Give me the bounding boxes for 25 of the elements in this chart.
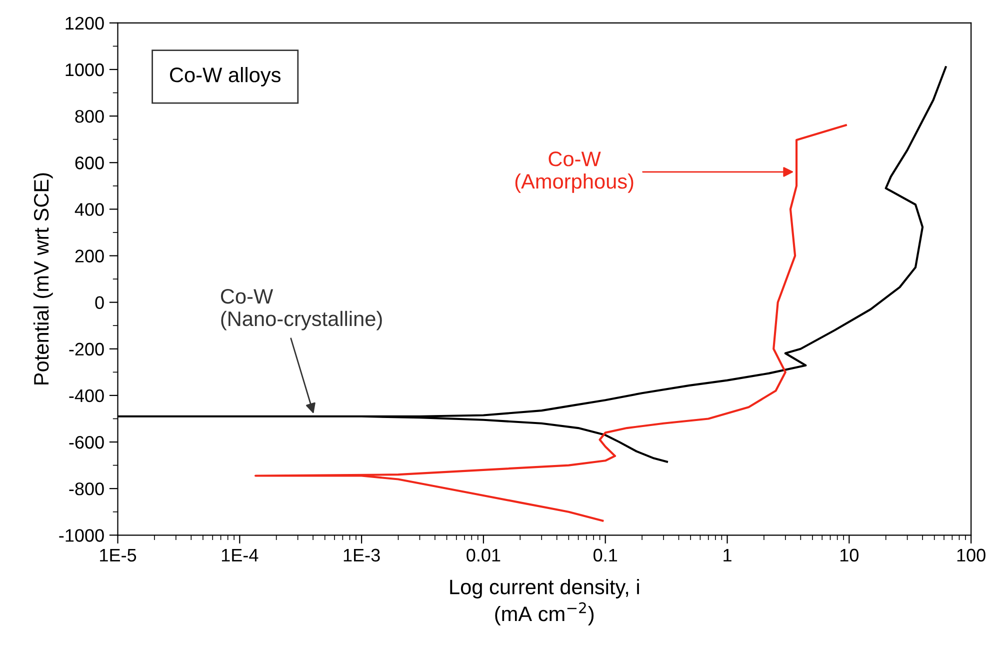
x-tick-label: 1E-4 bbox=[222, 548, 258, 562]
y-tick-label: 600 bbox=[75, 156, 104, 170]
x-tick-label: 1E-3 bbox=[344, 548, 380, 562]
y-tick-label: 200 bbox=[75, 250, 104, 262]
x-tick-label: 100 bbox=[957, 548, 986, 562]
annotation: Co-W alloys bbox=[170, 66, 280, 86]
annotation: Co-W (Nano-crystalline) bbox=[220, 288, 382, 330]
y-tick-label: -400 bbox=[69, 389, 104, 402]
y-tick-label: 1000 bbox=[66, 63, 104, 76]
y-axis-title: Potential (mV wrt SCE) bbox=[33, 173, 53, 384]
annotation: Co-W (Amorphous) bbox=[515, 152, 634, 193]
y-tick-label: 1200 bbox=[66, 16, 104, 30]
x-tick-label: 1 bbox=[724, 548, 732, 562]
y-tick-label: 400 bbox=[74, 203, 104, 216]
y-tick-label: 0 bbox=[95, 296, 104, 310]
x-axis-title: Log current density, i (mA cm$^{−2}$) bbox=[450, 579, 639, 626]
x-tick-label: 0.1 bbox=[594, 548, 618, 562]
y-tick-label: -1000 bbox=[59, 529, 104, 542]
y-tick-label: -200 bbox=[69, 342, 104, 356]
x-tick-label: 10 bbox=[840, 548, 858, 562]
x-tick-label: 0.01 bbox=[466, 548, 500, 562]
y-tick-label: -800 bbox=[69, 482, 104, 496]
y-tick-label: 800 bbox=[75, 110, 104, 123]
y-tick-label: -600 bbox=[69, 436, 104, 449]
x-tick-label: 1E-5 bbox=[100, 548, 136, 562]
